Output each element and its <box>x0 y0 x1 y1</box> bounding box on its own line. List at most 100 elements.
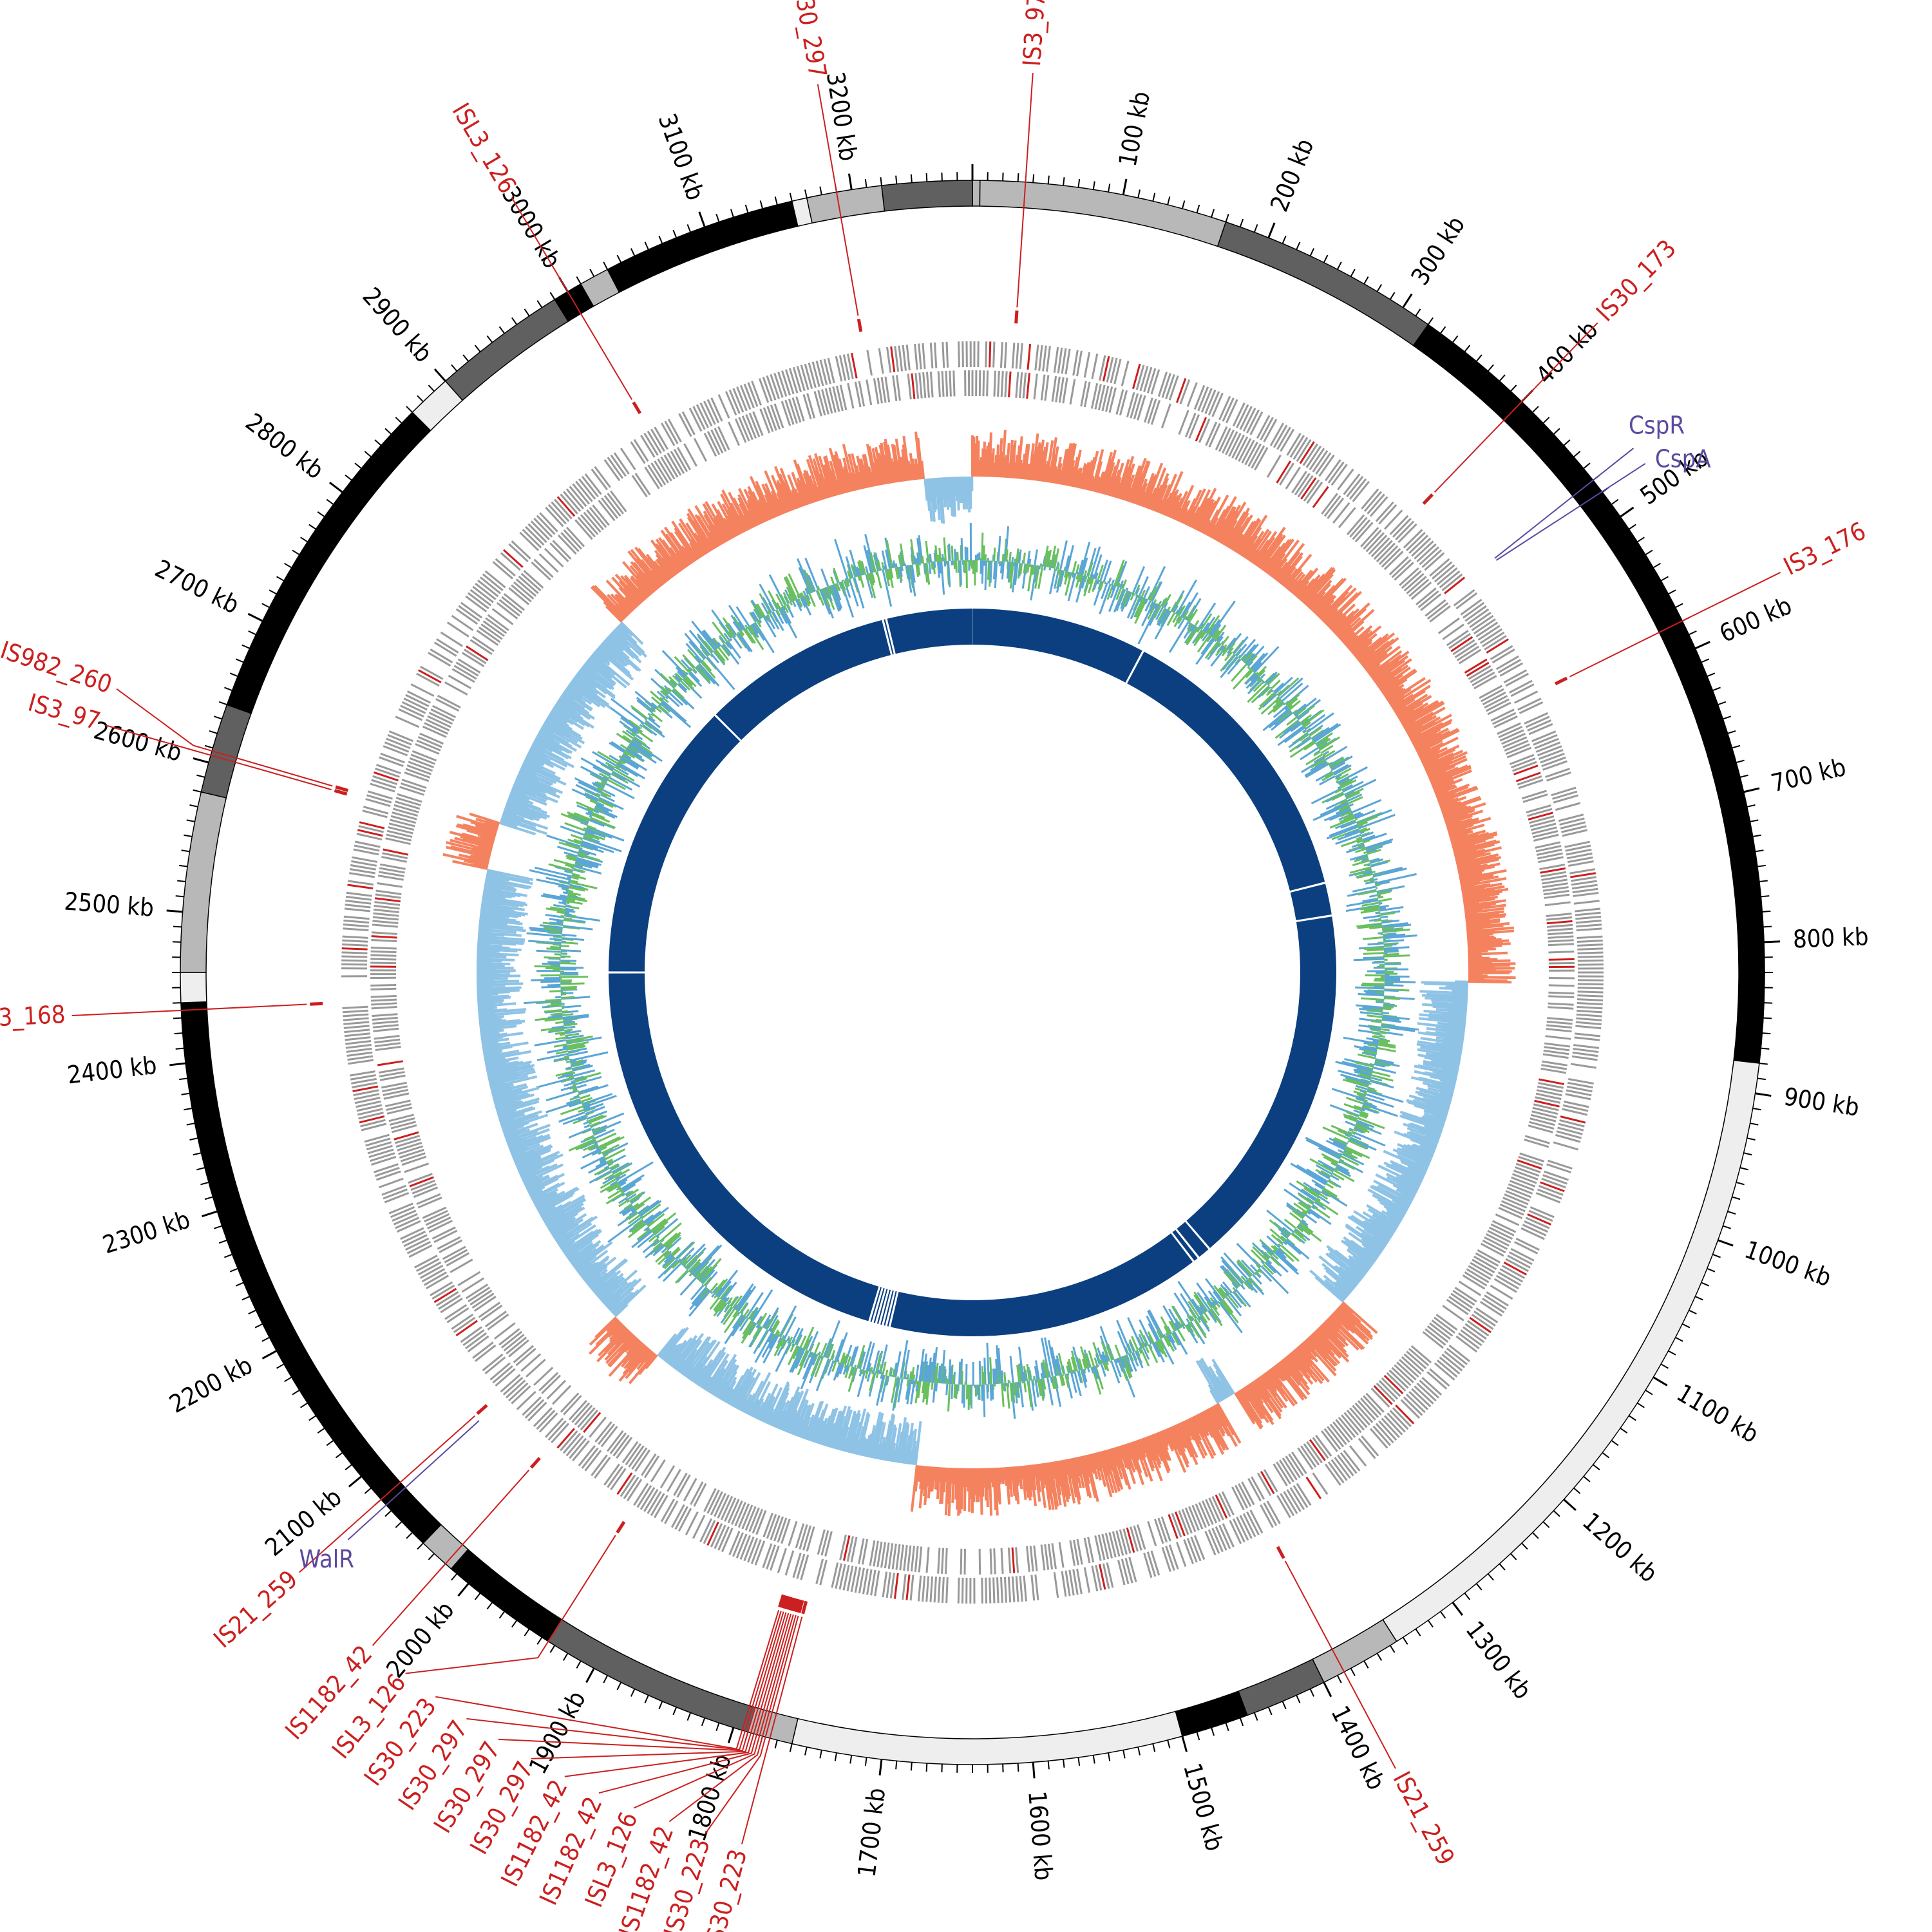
gc-skew-bar <box>1334 614 1355 635</box>
gc-content-bar <box>558 885 569 889</box>
gc-content-bar <box>1117 1358 1124 1372</box>
gc-skew-bar <box>1375 658 1412 686</box>
gc-content-bar <box>1151 1342 1160 1358</box>
gc-skew-bar <box>1443 1023 1466 1029</box>
gc-skew-bar <box>1325 592 1359 626</box>
gc-skew-bar <box>1441 1051 1462 1057</box>
blast-segment <box>972 609 1142 683</box>
gc-content-bar <box>666 694 680 707</box>
gc-content-bar <box>611 1162 629 1173</box>
gc-skew-bar <box>1240 526 1262 557</box>
gc-content-bar <box>545 907 565 913</box>
gc-content-bar <box>570 833 583 840</box>
gc-skew-bar <box>994 455 998 477</box>
gc-skew-bar <box>1452 833 1498 848</box>
gc-content-bar <box>1165 1336 1175 1352</box>
gc-skew-bar <box>1436 785 1469 800</box>
gc-skew-bar <box>1435 785 1457 796</box>
gc-content-bar <box>566 857 576 862</box>
gc-content-bar <box>750 612 757 622</box>
gc-content-bar <box>627 1193 637 1200</box>
gc-content-bar <box>992 1368 996 1385</box>
gc-skew-bar <box>1008 439 1014 478</box>
gc-skew-bar <box>1409 732 1423 741</box>
gc-skew-bar <box>1358 632 1396 663</box>
gc-skew-bar <box>1327 613 1343 629</box>
gc-content-bar <box>866 573 870 581</box>
gc-content-bar <box>1066 1365 1070 1374</box>
gc-skew-bar <box>1392 1198 1410 1210</box>
gc-content-bar <box>637 1233 655 1249</box>
gc-skew-bar <box>1450 831 1490 845</box>
gc-skew-bar <box>1237 519 1262 555</box>
gc-content-bar <box>562 900 567 903</box>
gc-skew-bar <box>1417 1022 1466 1030</box>
gc-content-bar <box>555 1070 573 1077</box>
gc-skew-bar <box>1332 608 1360 634</box>
gc-content-bar <box>1367 1014 1383 1018</box>
gc-content-bar <box>961 1384 964 1404</box>
gc-content-bar <box>630 741 653 757</box>
gc-content-bar <box>617 761 646 780</box>
gc-content-bar <box>1106 1361 1109 1365</box>
gc-content-bar <box>1198 1316 1211 1332</box>
gc-content-bar <box>580 766 609 782</box>
gc-content-bar <box>845 1365 849 1373</box>
gc-content-bar <box>689 671 701 683</box>
gc-skew-bar <box>1145 493 1154 509</box>
gc-content-bar <box>565 1032 580 1037</box>
gc-content-bar <box>1034 1366 1039 1380</box>
gc-content-bar <box>757 1325 761 1330</box>
gc-skew-bar <box>1439 800 1459 810</box>
gc-content-bar <box>817 585 820 591</box>
gc-content-bar <box>710 1282 719 1292</box>
gc-content-bar <box>556 911 565 914</box>
gc-skew-bar <box>1396 1147 1432 1164</box>
gc-content-bar <box>582 1093 613 1105</box>
gc-content-bar <box>1256 1269 1260 1273</box>
gc-content-bar <box>795 599 802 612</box>
gc-content-bar <box>691 1245 720 1276</box>
gc-content-bar <box>595 759 614 771</box>
gc-content-bar <box>597 750 618 764</box>
gc-content-bar <box>841 581 846 591</box>
gc-content-bar <box>983 545 985 561</box>
gc-content-bar <box>932 1347 938 1383</box>
gc-skew-bar <box>1329 614 1347 631</box>
gc-content-bar <box>819 589 831 615</box>
gc-content-bar <box>762 1335 779 1364</box>
gc-content-bar <box>587 824 597 830</box>
gc-content-bar <box>1224 644 1227 648</box>
gc-content-bar <box>621 1174 645 1190</box>
gc-content-bar <box>723 1311 740 1334</box>
gc-content-bar <box>712 621 728 642</box>
gc-skew-bar <box>1448 829 1472 838</box>
gc-skew-bar <box>1438 797 1455 806</box>
gc-content-bar <box>545 876 571 884</box>
gc-content-bar <box>1343 1103 1361 1112</box>
gc-skew-bar <box>1376 1185 1412 1206</box>
gc-content-bar <box>1079 542 1091 575</box>
gc-skew-bar <box>1091 449 1104 492</box>
gc-skew-bar <box>1432 1052 1461 1060</box>
gc-content-bar <box>886 569 891 580</box>
gc-content-bar <box>1273 702 1285 713</box>
gc-content-bar <box>607 1217 642 1243</box>
gc-content-bar <box>674 656 690 674</box>
gc-content-bar <box>1025 564 1028 574</box>
gc-content-bar <box>562 925 593 931</box>
gc-content-bar <box>571 788 598 802</box>
gc-content-bar <box>1097 564 1104 580</box>
gc-content-bar <box>621 730 634 739</box>
gc-skew-bar <box>1218 511 1240 544</box>
gc-content-bar <box>1156 1331 1162 1340</box>
gc-content-bar <box>664 1231 681 1247</box>
gc-content-bar <box>548 1028 565 1032</box>
gc-content-bar <box>1277 725 1304 746</box>
gc-skew-bar <box>1462 888 1495 896</box>
gc-content-bar <box>1354 1045 1378 1052</box>
gc-content-bar <box>603 1165 609 1170</box>
gc-content-bar <box>746 1292 764 1318</box>
gc-skew-bar <box>1129 457 1147 503</box>
gc-skew-bar <box>1451 831 1497 846</box>
